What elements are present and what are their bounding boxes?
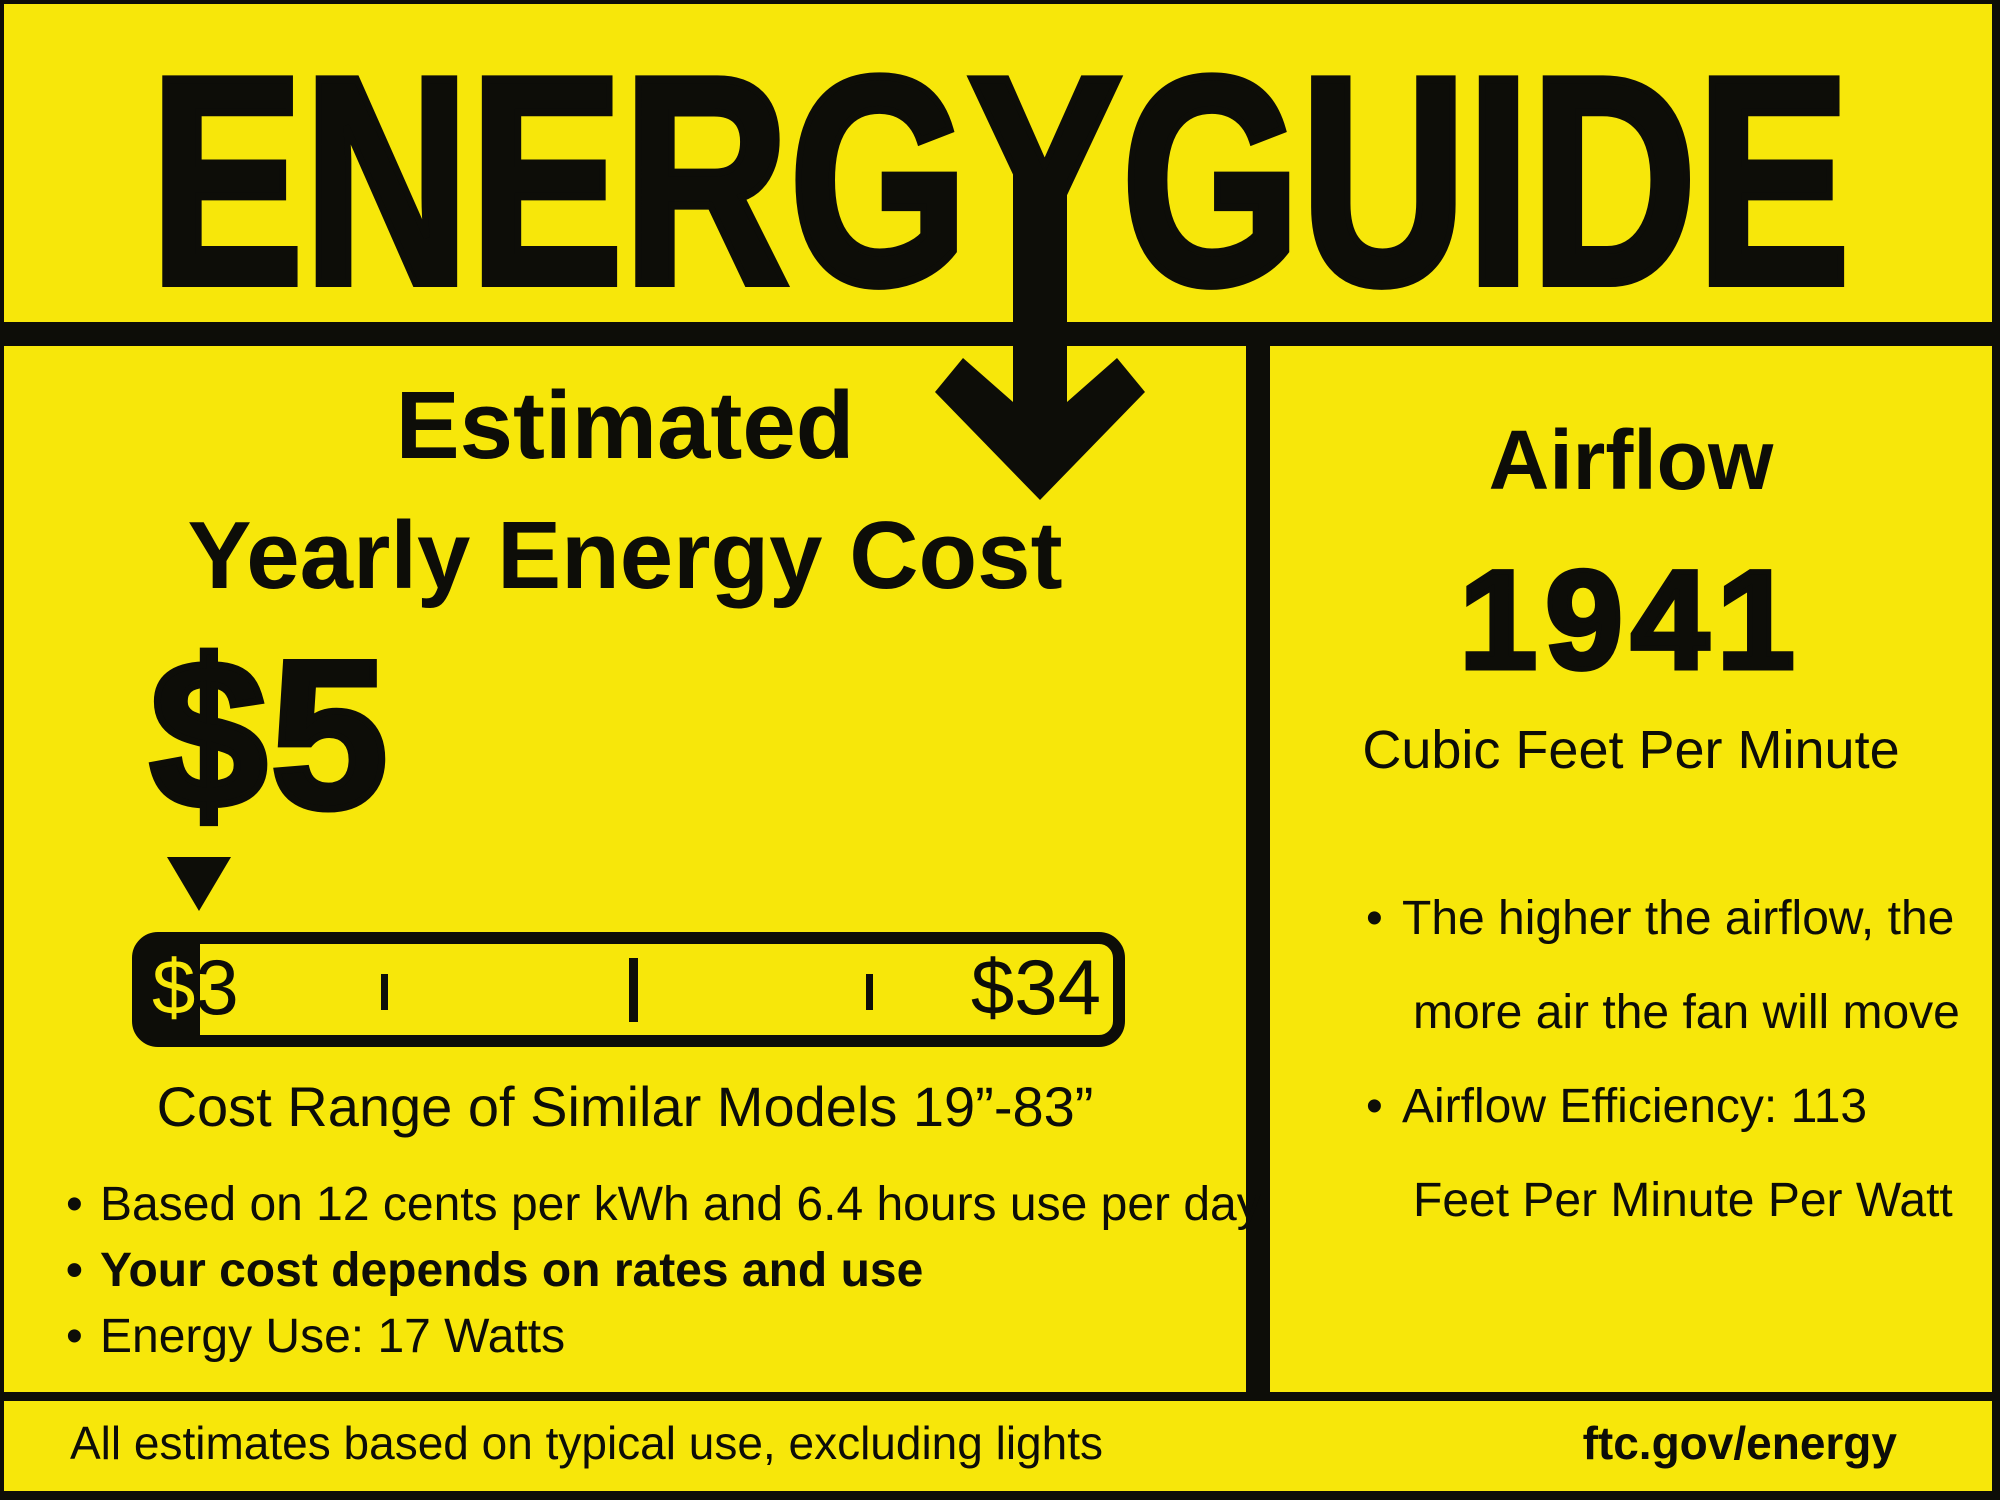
scale-tick-25 [381, 974, 388, 1010]
scale-caption: Cost Range of Similar Models 19”-83” [156, 1075, 1094, 1138]
list-item: Energy Use: 17 Watts [66, 1304, 1261, 1370]
list-item: more air the fan will move [1413, 986, 1960, 1039]
yearly-cost-value: $5 [147, 617, 392, 852]
list-item: The higher the airflow, the [1366, 872, 1962, 966]
estimated-heading-line1: Estimated [395, 372, 855, 479]
footer-strip [4, 1401, 1992, 1491]
footer-note: All estimates based on typical use, excl… [70, 1417, 1104, 1469]
scale-tick-50 [629, 958, 638, 1022]
scale-tick-75 [866, 974, 873, 1010]
airflow-heading: Airflow [1488, 413, 1774, 507]
airflow-value: 1941 [1457, 541, 1803, 698]
title-banner: ENERGYGUIDE [146, 11, 1854, 330]
airflow-bullet-list: The higher the airflow, the more air the… [1366, 872, 1962, 1248]
scale-min-dollar-sign: $ [152, 942, 196, 1031]
scale-min-number: 3 [195, 942, 239, 1031]
estimated-heading-line2: Yearly Energy Cost [187, 502, 1063, 609]
scale-min-label: $3 [152, 947, 239, 1025]
page-title: ENERGYGUIDE [150, 15, 1850, 330]
down-arrow-icon [935, 170, 1145, 500]
cost-range-scale: $3 $34 [132, 932, 1125, 1047]
cost-bullet-list: Based on 12 cents per kWh and 6.4 hours … [66, 1172, 1261, 1370]
airflow-unit: Cubic Feet Per Minute [1362, 720, 1900, 780]
list-item: Feet Per Minute Per Watt [1413, 1174, 1953, 1227]
footer-url: ftc.gov/energy [1582, 1417, 1897, 1469]
list-item: Airflow Efficiency: 113 [1366, 1060, 1962, 1154]
list-item: Your cost depends on rates and use [66, 1238, 1261, 1304]
cost-marker-band [138, 938, 200, 1041]
list-item: Based on 12 cents per kWh and 6.4 hours … [66, 1172, 1261, 1238]
header-panel [4, 4, 1992, 322]
scale-max-label: $34 [970, 942, 1101, 1031]
cost-marker-triangle-icon [167, 857, 231, 911]
airflow-panel [1270, 346, 1992, 1392]
